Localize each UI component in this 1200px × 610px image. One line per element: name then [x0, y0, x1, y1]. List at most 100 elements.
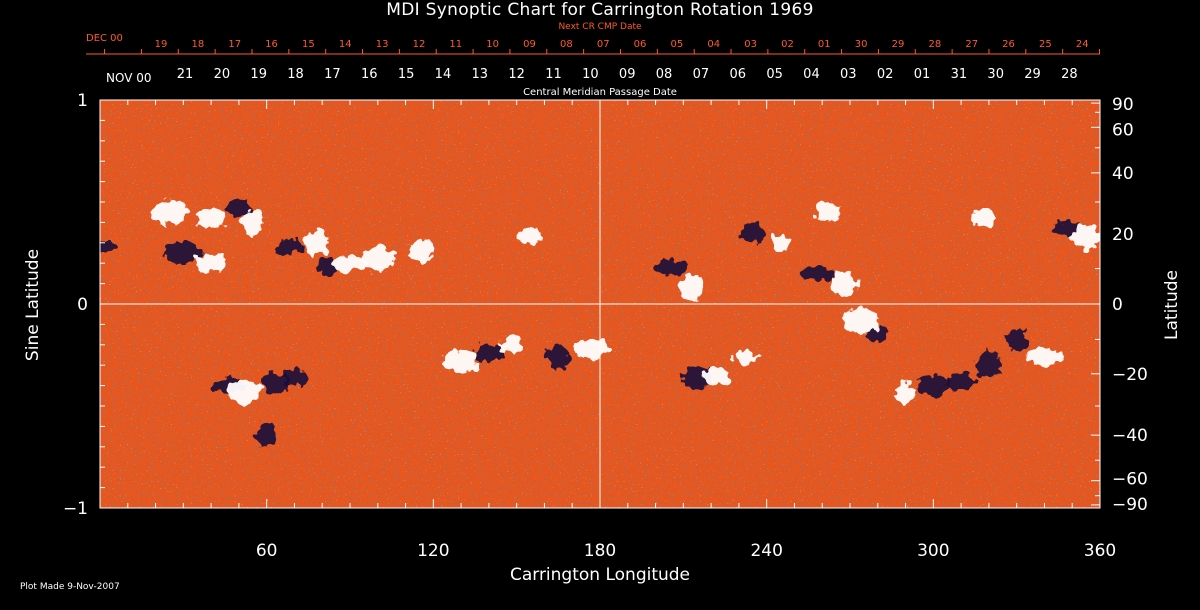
next-cr-day-label: 28: [928, 39, 941, 50]
next-cr-month-label: DEC 00: [86, 33, 123, 44]
active-region-positive: [829, 271, 860, 296]
active-region-positive: [573, 338, 610, 359]
next-cr-cmp-label: Next CR CMP Date: [558, 22, 642, 32]
y-right-tick-label: 20: [1112, 225, 1134, 245]
next-cr-day-label: 02: [781, 39, 794, 50]
active-region-negative: [473, 343, 504, 362]
next-cr-day-label: 25: [1039, 39, 1052, 50]
active-region-negative: [100, 239, 116, 254]
active-region-positive: [677, 274, 706, 301]
next-cr-day-label: 10: [486, 39, 499, 50]
cmp-month-label: NOV 00: [106, 71, 152, 85]
active-region-positive: [362, 246, 393, 273]
cmp-day-label: 05: [766, 67, 783, 82]
active-region-positive: [152, 200, 187, 225]
y-left-tick-label: 0: [77, 295, 88, 315]
cmp-day-label: 03: [840, 67, 857, 82]
cmp-day-label: 07: [693, 67, 710, 82]
next-cr-day-label: 18: [191, 39, 204, 50]
active-region-positive: [843, 307, 880, 334]
active-region-positive: [1072, 224, 1100, 249]
next-cr-day-label: 11: [449, 39, 462, 50]
active-region-negative: [225, 200, 252, 217]
active-region-negative: [317, 257, 338, 278]
next-cr-day-label: 15: [302, 39, 315, 50]
y-right-tick-label: 0: [1112, 295, 1123, 315]
next-cr-day-label: 17: [228, 39, 241, 50]
active-region-positive: [702, 368, 731, 387]
active-region-positive: [519, 227, 542, 246]
active-region-negative: [681, 366, 714, 389]
cmp-day-label: 19: [250, 67, 267, 82]
active-region-positive: [228, 379, 261, 404]
cmp-day-label: 20: [214, 67, 231, 82]
active-region-positive: [241, 209, 264, 236]
active-region-negative: [547, 345, 570, 370]
x-axis-label: Carrington Longitude: [509, 565, 691, 585]
cmp-day-label: 12: [508, 67, 525, 82]
next-cr-day-label: 05: [671, 39, 684, 50]
active-region-negative: [946, 373, 977, 390]
active-region-negative: [261, 373, 289, 394]
active-region-positive: [770, 233, 791, 252]
cmp-day-label: 02: [877, 67, 894, 82]
cmp-day-label: 10: [582, 67, 599, 82]
next-cr-day-label: 07: [597, 39, 610, 50]
next-cr-day-label: 08: [560, 39, 573, 50]
cmp-day-label: 16: [361, 67, 378, 82]
active-region-positive: [1026, 348, 1063, 367]
next-cr-day-label: 06: [634, 39, 647, 50]
next-cr-day-label: 04: [707, 39, 720, 50]
cmp-day-label: 01: [914, 67, 931, 82]
next-cr-day-label: 03: [744, 39, 757, 50]
y-right-tick-label: 40: [1112, 164, 1134, 184]
cmp-day-label: 09: [619, 67, 636, 82]
active-region-negative: [866, 326, 889, 343]
active-region-positive: [195, 254, 228, 273]
active-region-positive: [732, 350, 757, 365]
active-region-negative: [799, 266, 834, 281]
active-region-negative: [1005, 329, 1028, 352]
next-cr-day-label: 01: [818, 39, 831, 50]
cmp-axis-label: Central Meridian Passage Date: [523, 87, 677, 98]
x-tick-label: 120: [417, 541, 449, 561]
active-region-negative: [740, 221, 765, 244]
active-region-positive: [498, 337, 525, 352]
cmp-day-label: 31: [951, 67, 968, 82]
cmp-day-label: 18: [287, 67, 304, 82]
cmp-day-label: 14: [435, 67, 452, 82]
x-tick-label: 240: [750, 541, 782, 561]
x-tick-label: 60: [256, 541, 278, 561]
next-cr-day-label: 26: [1002, 39, 1015, 50]
next-cr-day-label: 13: [376, 39, 389, 50]
plot-made-footer: Plot Made 9-Nov-2007: [20, 582, 120, 592]
next-cr-day-label: 19: [155, 39, 168, 50]
x-tick-label: 180: [584, 541, 616, 561]
y-right-tick-label: −40: [1112, 426, 1148, 446]
active-region-positive: [895, 381, 916, 406]
x-tick-label: 360: [1084, 541, 1116, 561]
next-cr-day-label: 16: [265, 39, 278, 50]
active-region-negative: [256, 421, 277, 448]
next-cr-day-label: 24: [1076, 39, 1089, 50]
cmp-day-label: 29: [1024, 67, 1041, 82]
active-region-negative: [656, 259, 689, 276]
active-region-negative: [916, 375, 951, 396]
y-right-tick-label: −20: [1112, 365, 1148, 385]
next-cr-day-label: 14: [339, 39, 352, 50]
active-region-positive: [814, 202, 841, 223]
active-region-negative: [274, 239, 303, 254]
x-tick-label: 300: [917, 541, 949, 561]
next-cr-day-label: 30: [855, 39, 868, 50]
y-right-tick-label: 60: [1112, 120, 1134, 140]
active-region-negative: [165, 242, 202, 264]
active-region-negative: [975, 352, 1002, 379]
y-right-tick-label: 90: [1112, 95, 1134, 115]
y-right-tick-label: −60: [1112, 470, 1148, 490]
cmp-day-label: 30: [987, 67, 1004, 82]
cmp-day-label: 11: [545, 67, 562, 82]
cmp-day-label: 13: [472, 67, 489, 82]
chart-title: MDI Synoptic Chart for Carrington Rotati…: [386, 0, 814, 20]
active-region-positive: [333, 255, 367, 272]
